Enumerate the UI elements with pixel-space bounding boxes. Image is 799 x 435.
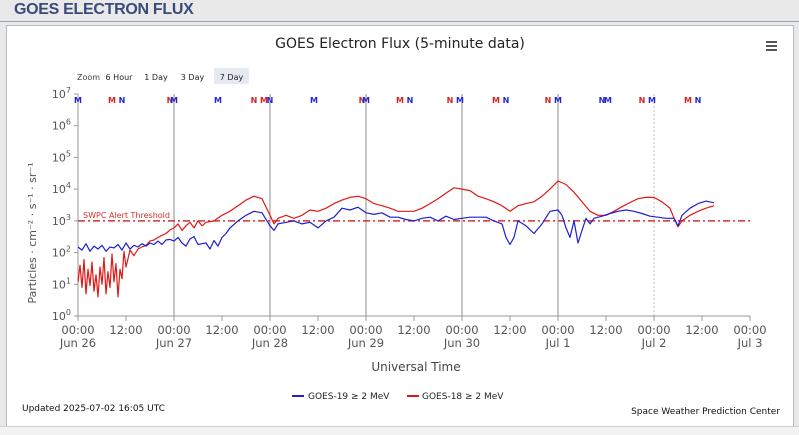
zoom-7d[interactable]: 7 Day [214, 68, 249, 84]
zoom-1d[interactable]: 1 Day [141, 69, 171, 84]
zoom-6h[interactable]: 6 Hour [103, 69, 135, 84]
legend-label-goes19[interactable]: GOES-19 ≥ 2 MeV [308, 392, 390, 402]
legend-label-goes18[interactable]: GOES-18 ≥ 2 MeV [422, 392, 504, 402]
series-lines [77, 180, 715, 298]
page-title: GOES ELECTRON FLUX [14, 1, 194, 18]
y-tick-label: 104 [52, 181, 71, 196]
y-tick-label: 101 [52, 276, 71, 291]
zoom-3d-label[interactable]: 3 Day [181, 73, 205, 82]
plot-background [78, 94, 750, 316]
updated-timestamp: Updated 2025-07-02 16:05 UTC [22, 404, 165, 414]
marker-n: N [503, 96, 510, 105]
x-tick-date: Jul 2 [641, 336, 667, 350]
x-tick-date: Jun 28 [251, 336, 288, 350]
marker-n: N [447, 96, 454, 105]
series-line-goes19 [77, 200, 715, 252]
x-tick-time: 12:00 [589, 323, 622, 337]
marker-m: M [260, 96, 268, 105]
credit: Space Weather Prediction Center [631, 407, 780, 417]
x-tick-date: Jun 29 [347, 336, 384, 350]
marker-m: M [684, 96, 692, 105]
x-tick-time: 00:00 [541, 323, 574, 337]
x-tick-time: 00:00 [253, 323, 286, 337]
x-tick-time: 00:00 [157, 323, 190, 337]
zoom-7d-label[interactable]: 7 Day [220, 73, 244, 82]
legend: GOES-19 ≥ 2 MeV GOES-18 ≥ 2 MeV [292, 392, 504, 402]
header-divider [0, 21, 799, 22]
x-axis-label: Universal Time [371, 360, 460, 374]
marker-m: M [170, 96, 178, 105]
y-tick-label: 100 [52, 308, 71, 323]
zoom-1d-bg[interactable] [141, 69, 171, 84]
marker-n: N [639, 96, 646, 105]
y-tick-label: 106 [52, 118, 71, 133]
marker-m: M [492, 96, 500, 105]
page-header: GOES ELECTRON FLUX [0, 0, 799, 22]
y-axis-ticks: 100 101 102 103 104 105 106 107 [52, 86, 78, 323]
marker-n: N [119, 96, 126, 105]
zoom-1d-label[interactable]: 1 Day [144, 73, 168, 82]
y-axis-label: Particles · cm⁻² · s⁻¹ · sr⁻¹ [26, 162, 39, 303]
x-tick-time: 12:00 [685, 323, 718, 337]
x-tick-time: 00:00 [61, 323, 94, 337]
marker-n: N [251, 96, 258, 105]
x-tick-time: 00:00 [349, 323, 382, 337]
x-tick-time: 12:00 [493, 323, 526, 337]
zoom-6h-label[interactable]: 6 Hour [106, 73, 134, 82]
zoom-6h-bg[interactable] [103, 69, 135, 84]
marker-m: M [362, 96, 370, 105]
threshold-label: SWPC Alert Threshold [83, 211, 170, 220]
y-tick-label: 103 [52, 213, 71, 228]
marker-n: N [359, 96, 366, 105]
x-tick-time: 12:00 [205, 323, 238, 337]
marker-m: M [554, 96, 562, 105]
x-tick-time: 12:00 [397, 323, 430, 337]
marker-n: N [695, 96, 702, 105]
day-divider-lines [173, 94, 655, 316]
zoom-bar: Zoom 6 Hour 1 Day 3 Day 7 Day [77, 68, 249, 84]
x-tick-time: 00:00 [637, 323, 670, 337]
mn-markers: M M N NM M N MN M NM M N N M M N N M NM N M M N [74, 96, 701, 105]
series-line-goes18 [77, 180, 715, 298]
legend-item-goes18[interactable]: GOES-18 ≥ 2 MeV [407, 392, 504, 402]
x-tick-time: 00:00 [733, 323, 766, 337]
x-tick-date: Jun 30 [443, 336, 480, 350]
x-tick-time: 12:00 [109, 323, 142, 337]
marker-n: N [267, 96, 274, 105]
zoom-3d[interactable]: 3 Day [177, 69, 208, 84]
bottom-strip [0, 426, 799, 435]
marker-m: M [648, 96, 656, 105]
zoom-label: Zoom [77, 73, 100, 82]
legend-item-goes19[interactable]: GOES-19 ≥ 2 MeV [292, 392, 390, 402]
marker-m: M [604, 96, 612, 105]
plot-area [78, 94, 750, 316]
x-tick-date: Jun 27 [155, 336, 192, 350]
y-tick-label: 105 [52, 149, 71, 164]
marker-n: N [545, 96, 552, 105]
marker-m: M [396, 96, 404, 105]
marker-m: M [456, 96, 464, 105]
marker-m: M [310, 96, 318, 105]
hamburger-icon[interactable] [766, 41, 777, 51]
marker-n: N [407, 96, 414, 105]
x-tick-date: Jul 3 [737, 336, 763, 350]
chart-title: GOES Electron Flux (5-minute data) [275, 36, 525, 52]
x-tick-date: Jun 26 [59, 336, 96, 350]
y-tick-label: 107 [52, 86, 71, 101]
marker-m: M [74, 96, 82, 105]
zoom-3d-bg[interactable] [177, 69, 208, 84]
marker-m: M [214, 96, 222, 105]
y-tick-label: 102 [52, 245, 71, 260]
marker-n: N [599, 96, 606, 105]
menu-button[interactable] [763, 38, 781, 54]
x-tick-time: 12:00 [301, 323, 334, 337]
x-tick-time: 00:00 [445, 323, 478, 337]
marker-m: M [108, 96, 116, 105]
chart: SWPC Alert Threshold M M N NM M N MN M NM M N N M M N N… [22, 36, 781, 417]
x-tick-date: Jul 1 [545, 336, 571, 350]
marker-n: N [167, 96, 174, 105]
zoom-7d-bg[interactable] [214, 68, 249, 84]
